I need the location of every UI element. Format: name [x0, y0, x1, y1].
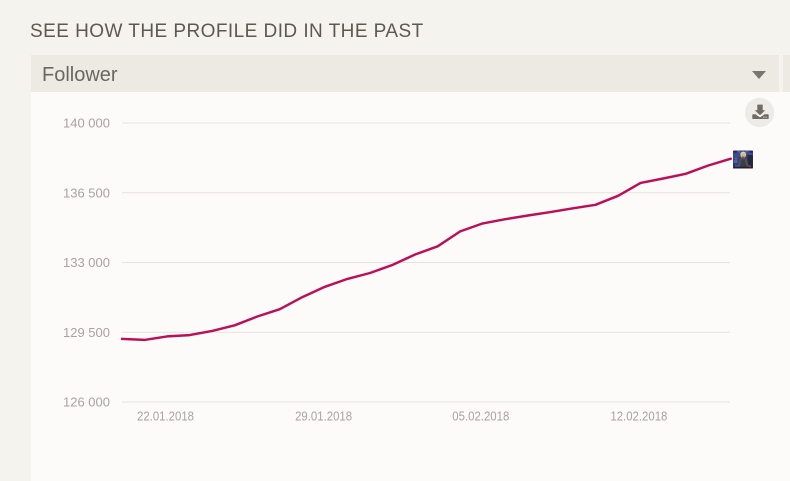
svg-text:22.01.2018: 22.01.2018: [137, 408, 194, 423]
svg-text:129 500: 129 500: [63, 325, 110, 340]
svg-text:140 000: 140 000: [63, 116, 110, 131]
svg-text:126 000: 126 000: [63, 395, 110, 410]
svg-text:12.02.2018: 12.02.2018: [610, 408, 667, 423]
svg-text:05.02.2018: 05.02.2018: [452, 408, 509, 423]
svg-text:136 500: 136 500: [63, 185, 110, 200]
svg-text:133 000: 133 000: [63, 255, 110, 270]
svg-text:29.01.2018: 29.01.2018: [295, 408, 352, 423]
